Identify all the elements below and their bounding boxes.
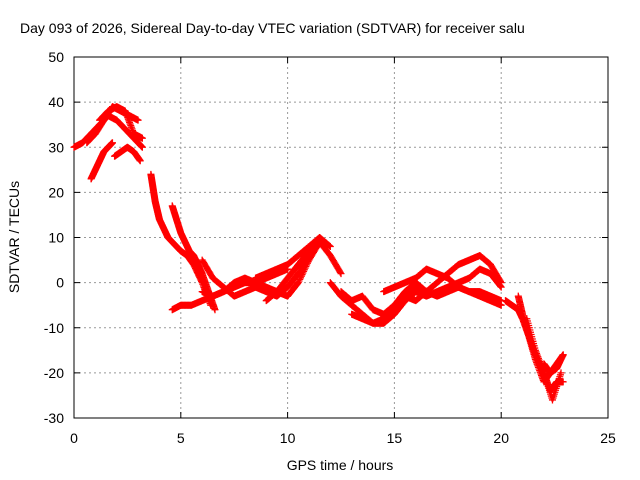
x-axis-label: GPS time / hours	[287, 457, 394, 473]
data-point	[297, 272, 305, 280]
y-tick-label: 0	[56, 275, 64, 291]
y-tick-label: -20	[44, 365, 64, 381]
data-points	[70, 103, 567, 404]
y-tick-label: 40	[48, 94, 64, 110]
data-point	[300, 266, 308, 274]
series-trace-q	[401, 252, 505, 305]
grid	[74, 57, 608, 418]
y-tick-label: 30	[48, 139, 64, 155]
series-trace-j	[198, 238, 324, 300]
series-trace-c	[87, 139, 116, 183]
data-point	[326, 243, 334, 251]
series-trace-s	[454, 283, 505, 305]
y-tick-label: 20	[48, 184, 64, 200]
data-point	[303, 261, 311, 269]
x-tick-label: 25	[600, 430, 616, 446]
series-trace-d	[96, 103, 146, 142]
data-point	[297, 274, 305, 282]
data-point	[557, 369, 565, 377]
data-point	[303, 259, 311, 267]
series-trace-r	[412, 265, 505, 300]
data-point	[301, 264, 309, 272]
series-trace-o	[348, 288, 420, 327]
y-tick-label: 10	[48, 230, 64, 246]
data-point	[138, 143, 146, 151]
data-point	[296, 275, 304, 283]
y-tick-label: -30	[44, 410, 64, 426]
x-tick-label: 5	[177, 430, 185, 446]
data-point	[136, 157, 144, 165]
data-point	[496, 282, 504, 290]
series-trace-l	[252, 234, 334, 282]
y-axis-label: SDTVAR / TECUs	[6, 181, 22, 293]
data-point	[134, 116, 142, 124]
data-point	[336, 268, 344, 276]
data-point	[298, 271, 306, 279]
series-trace-e	[111, 143, 144, 165]
y-tick-label: -10	[44, 320, 64, 336]
data-point	[299, 269, 307, 277]
chart-title: Day 093 of 2026, Sidereal Day-to-day VTE…	[20, 20, 525, 36]
data-point	[211, 306, 219, 314]
series-trace-v	[523, 315, 565, 404]
data-point	[302, 263, 310, 271]
data-point	[138, 134, 146, 142]
data-point	[497, 283, 505, 291]
ticks: 0 5 10 15 20 25 -30 -20 -10 0 10 20 30 40 50	[44, 49, 616, 446]
series-trace-p	[380, 265, 505, 309]
data-point	[337, 270, 345, 278]
x-tick-label: 20	[493, 430, 509, 446]
x-tick-label: 15	[387, 430, 403, 446]
data-point	[295, 277, 303, 285]
series-trace-i	[198, 238, 319, 300]
series-trace-w	[540, 351, 567, 377]
data-point	[300, 267, 308, 275]
data-point	[559, 351, 567, 359]
data-point	[294, 279, 302, 287]
x-tick-label: 10	[280, 430, 296, 446]
data-point	[108, 139, 116, 147]
x-tick-label: 0	[70, 430, 78, 446]
y-tick-label: 50	[48, 49, 64, 65]
